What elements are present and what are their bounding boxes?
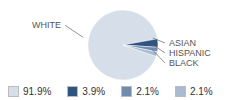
svg-text:ASIAN: ASIAN (169, 38, 196, 48)
html-text:2.1%: 2.1% (190, 85, 213, 97)
svg-text:WHITE: WHITE (32, 20, 61, 30)
svg-text:BLACK: BLACK (169, 58, 199, 68)
html-text:91.9%: 91.9% (23, 85, 52, 97)
html-text:2.1%: 2.1% (136, 85, 159, 97)
svg-text:HISPANIC: HISPANIC (169, 48, 211, 58)
html-text:3.9%: 3.9% (82, 85, 106, 97)
